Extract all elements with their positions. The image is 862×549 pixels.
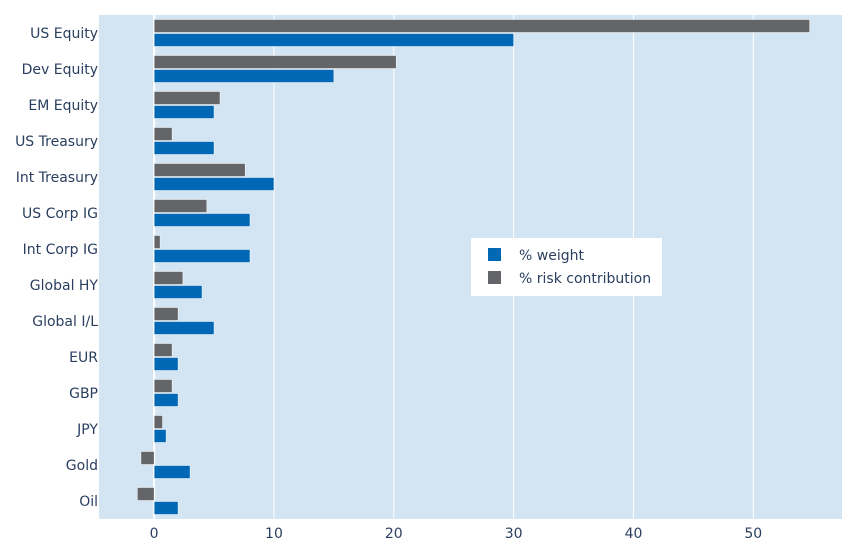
bar-weight: [153, 213, 251, 227]
y-tick-label: JPY: [76, 422, 98, 438]
bar-risk-contribution: [153, 271, 184, 285]
bar-risk-contribution: [153, 127, 173, 141]
bar-weight: [153, 33, 514, 47]
legend-swatch-weight: [488, 248, 501, 261]
bar-risk-contribution: [153, 379, 173, 393]
bar-weight: [153, 393, 179, 407]
legend-box: [471, 238, 662, 296]
y-tick-label: US Treasury: [15, 134, 98, 150]
bar-weight: [153, 285, 203, 299]
bar-risk-contribution: [153, 55, 397, 69]
y-tick-label: US Corp IG: [22, 206, 98, 222]
bar-weight: [153, 501, 179, 515]
legend-label-weight: % weight: [519, 248, 584, 264]
x-tick-label: 0: [150, 526, 159, 542]
bar-risk-contribution: [153, 199, 208, 213]
plot-area: [99, 15, 842, 519]
legend-swatch-risk: [488, 271, 501, 284]
bar-weight: [153, 141, 215, 155]
bar-risk-contribution: [153, 163, 246, 177]
bar-risk-contribution: [153, 91, 221, 105]
bar-risk-contribution: [137, 487, 155, 501]
bar-risk-contribution: [153, 235, 161, 249]
y-tick-label: Global I/L: [32, 314, 98, 330]
y-tick-label: Global HY: [30, 278, 99, 294]
bar-weight: [153, 321, 215, 335]
y-tick-label: Int Corp IG: [23, 242, 98, 258]
bar-weight: [153, 69, 335, 83]
bar-risk-contribution: [140, 451, 155, 465]
bar-weight: [153, 177, 275, 191]
y-tick-labels: US Equity Dev Equity EM Equity US Treasury I…: [15, 26, 98, 510]
y-tick-label: Int Treasury: [16, 170, 98, 186]
x-tick-label: 40: [625, 526, 643, 542]
x-tick-label: 10: [265, 526, 283, 542]
bar-risk-contribution: [153, 307, 179, 321]
bar-risk-contribution: [153, 343, 173, 357]
y-tick-label: GBP: [69, 386, 98, 402]
x-tick-label: 50: [744, 526, 762, 542]
y-tick-label: EUR: [69, 350, 98, 366]
bar-weight: [153, 105, 215, 119]
legend: % weight % risk contribution: [471, 238, 662, 296]
bar-risk-contribution: [153, 415, 163, 429]
bar-weight: [153, 357, 179, 371]
bar-weight: [153, 249, 251, 263]
y-tick-label: Dev Equity: [22, 62, 98, 78]
bar-weight: [153, 429, 167, 443]
bar-risk-contribution: [153, 19, 810, 33]
x-tick-labels: 0 10 20 30 40 50: [150, 526, 763, 542]
legend-label-risk: % risk contribution: [519, 271, 651, 287]
y-tick-label: US Equity: [30, 26, 98, 42]
y-tick-label: Oil: [79, 494, 98, 510]
x-tick-label: 20: [385, 526, 403, 542]
y-tick-label: Gold: [66, 458, 98, 474]
x-tick-label: 30: [505, 526, 523, 542]
bars: [137, 19, 810, 515]
bar-weight: [153, 465, 191, 479]
y-tick-label: EM Equity: [28, 98, 98, 114]
